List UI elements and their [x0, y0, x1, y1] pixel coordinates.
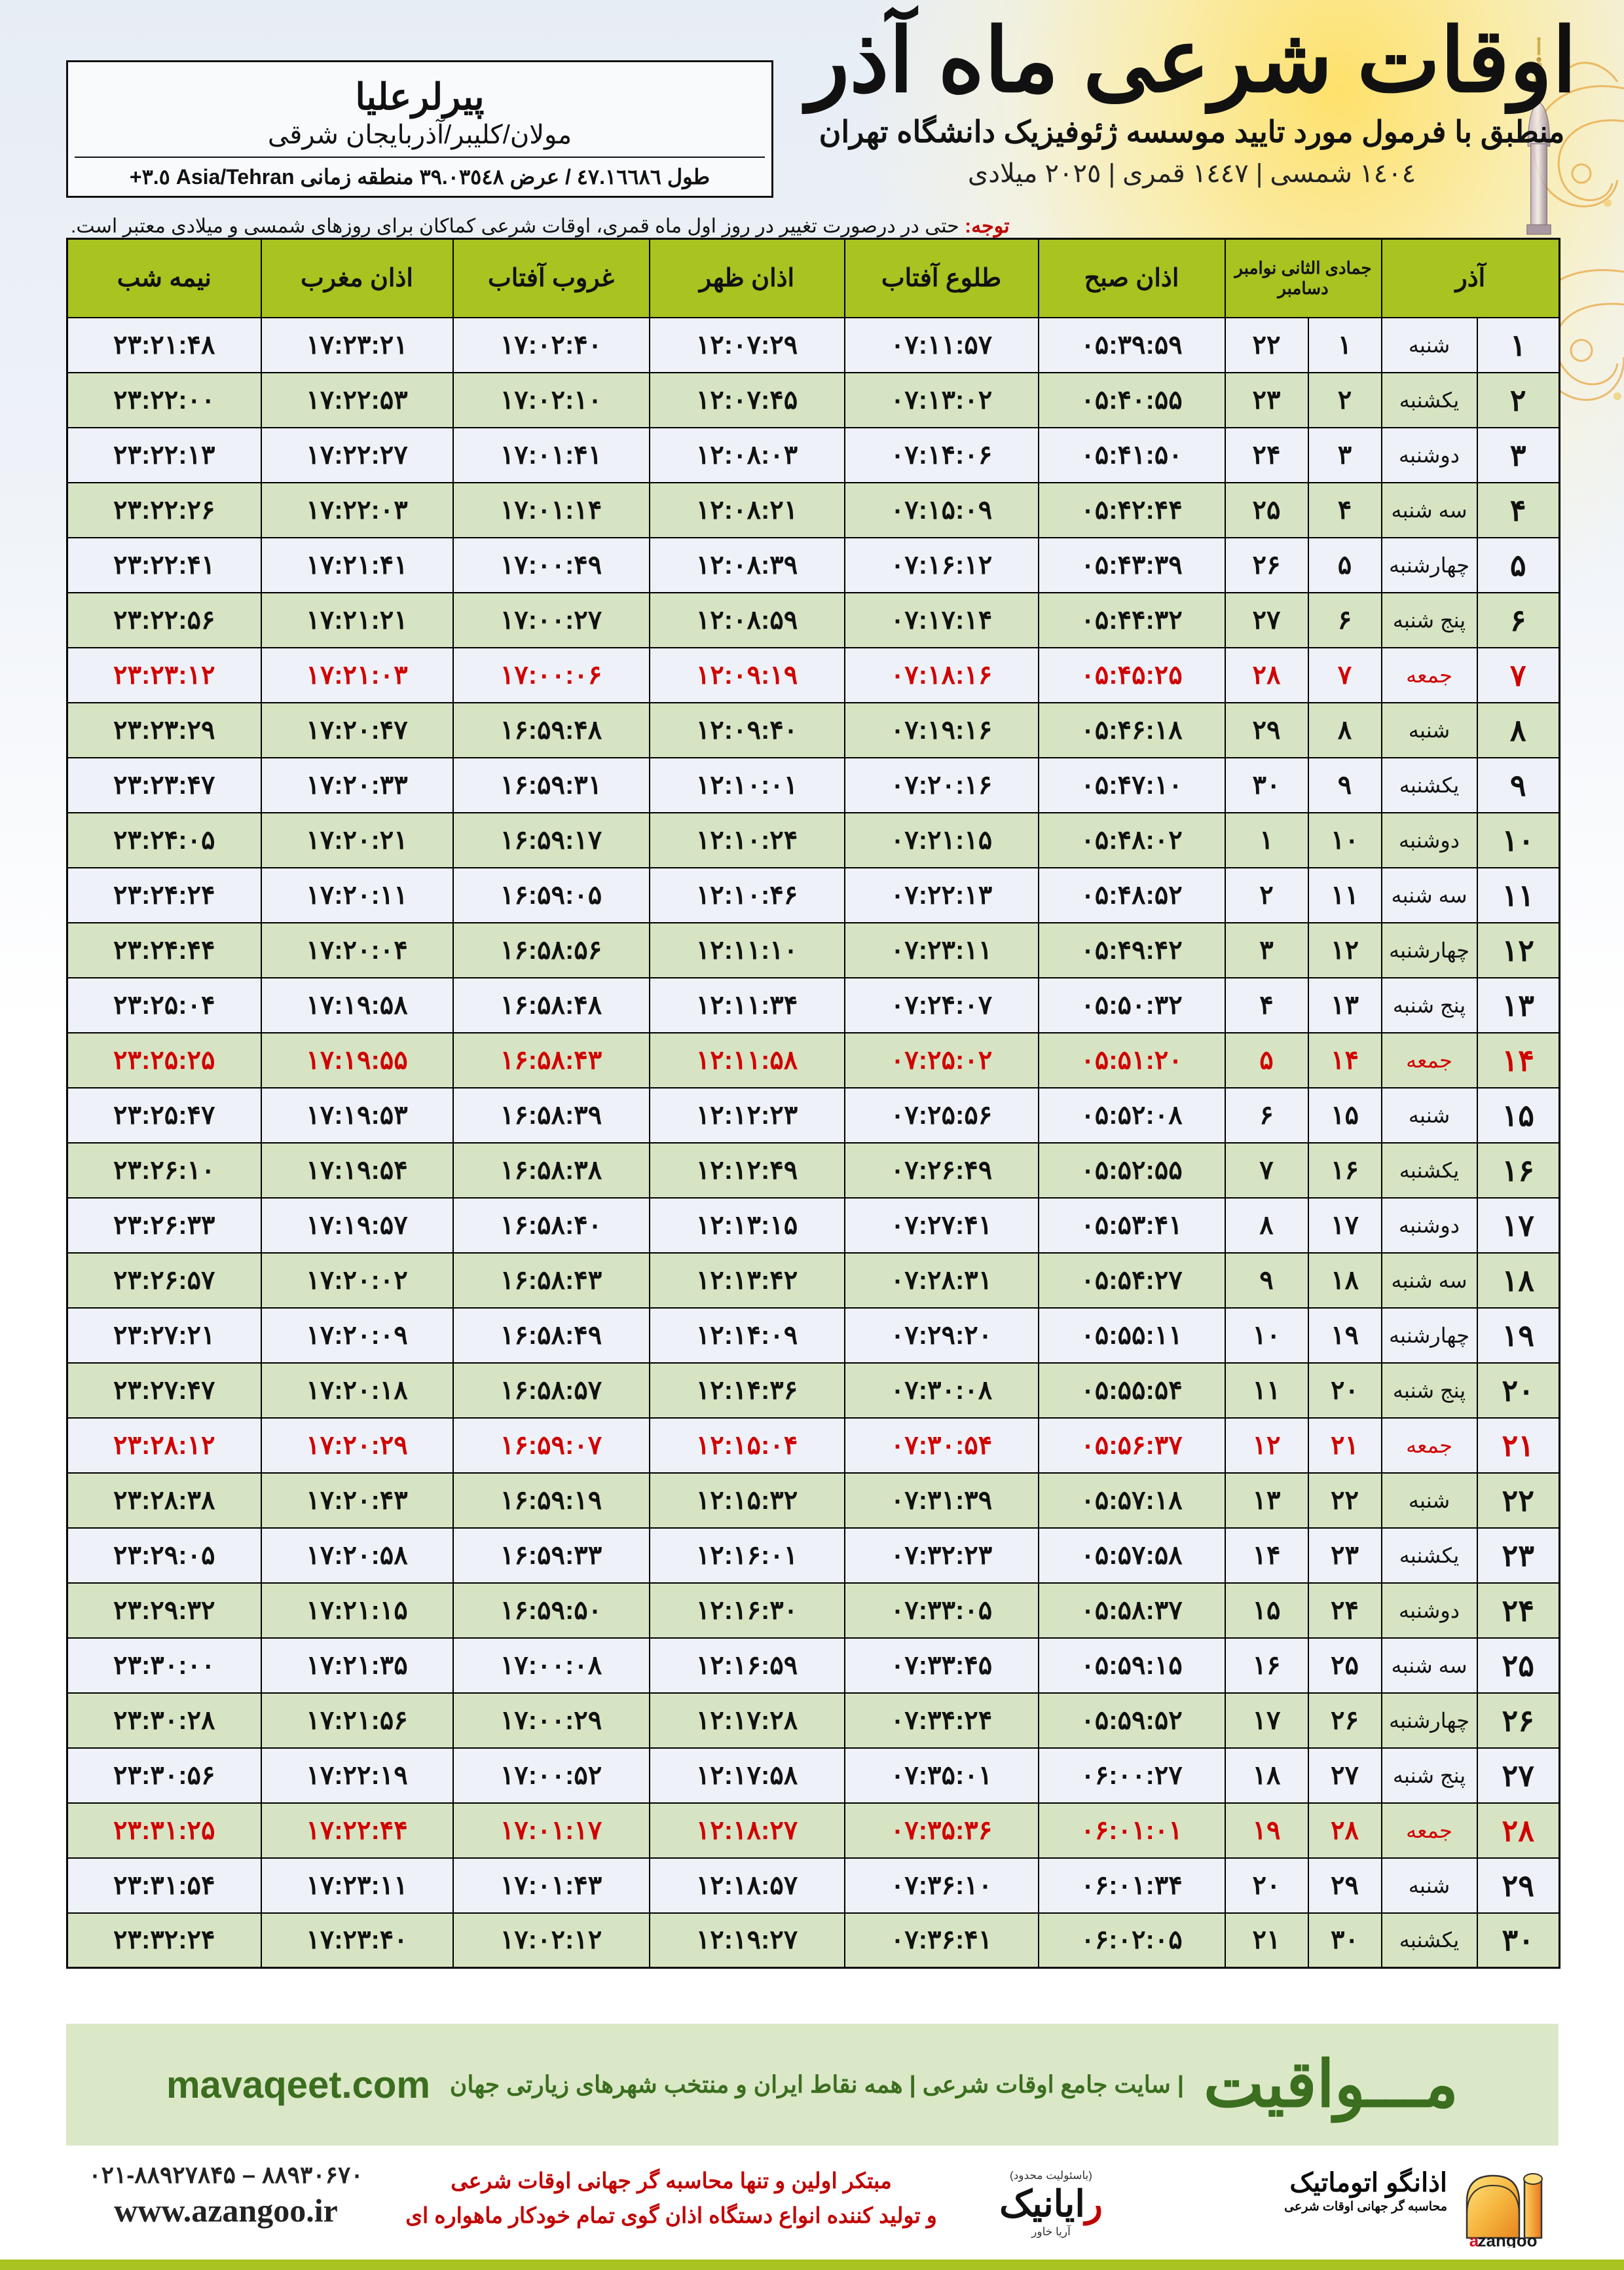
svg-text:zangoo: zangoo	[1478, 2231, 1538, 2248]
